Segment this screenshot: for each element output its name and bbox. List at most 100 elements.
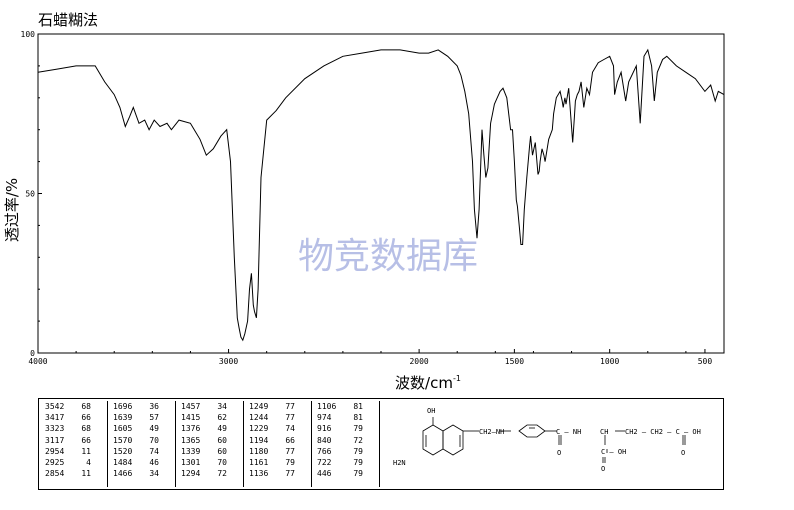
peak-transmittance: 72 [217,469,227,479]
peak-row: 2925 4 [39,457,107,468]
x-tick-label: 2000 [409,357,428,366]
peak-wavenumber: 1229 [249,424,269,434]
peak-row: 1466 34 [107,468,175,479]
benzene-ring [518,424,686,463]
peak-transmittance: 49 [149,424,159,434]
peak-transmittance: 66 [285,435,295,445]
peak-row: 3117 66 [39,435,107,446]
peak-row: 2854 11 [39,468,107,479]
peak-row: 1376 49 [175,423,243,434]
peak-wavenumber: 722 [317,458,332,468]
peak-wavenumber: 840 [317,435,332,445]
x-tick-label: 500 [698,357,713,366]
peak-wavenumber: 916 [317,424,332,434]
peak-transmittance: 79 [353,424,363,434]
peak-wavenumber: 1294 [181,469,201,479]
peak-row: 1229 74 [243,423,311,434]
peak-transmittance: 68 [81,424,91,434]
peak-transmittance: 77 [285,402,295,411]
peak-wavenumber: 1339 [181,446,201,456]
x-tick-label: 3000 [219,357,238,366]
peak-row: 722 79 [311,457,379,468]
peak-wavenumber: 2854 [45,469,65,479]
peak-row: 1136 77 [243,468,311,479]
peak-transmittance: 77 [285,413,295,423]
peak-transmittance: 60 [217,446,227,456]
peak-wavenumber: 1520 [113,446,133,456]
peak-wavenumber: 2954 [45,446,65,456]
peak-wavenumber: 1484 [113,458,133,468]
peak-row: 1339 60 [175,446,243,457]
peak-transmittance: 66 [81,435,91,445]
label-o2: O [601,465,605,473]
peak-wavenumber: 3117 [45,435,65,445]
peak-transmittance: 79 [353,446,363,456]
peak-row: 3323 68 [39,423,107,434]
peak-transmittance: 11 [81,446,91,456]
peak-transmittance: 62 [217,413,227,423]
peak-transmittance: 66 [81,413,91,423]
peak-transmittance: 4 [86,458,91,468]
peak-wavenumber: 1161 [249,458,269,468]
watermark-text: 物竞数据库 [298,236,478,277]
label-cooh: C — OH [601,448,626,456]
peak-transmittance: 57 [149,413,159,423]
x-tick-label: 4000 [28,357,47,366]
peak-wavenumber: 1244 [249,413,269,423]
label-ch: CH [600,428,608,436]
peak-transmittance: 11 [81,469,91,479]
peak-transmittance: 36 [149,402,159,411]
label-o1: O [557,449,561,457]
peak-wavenumber: 3542 [45,402,65,411]
y-axis: 0 50 100 [21,30,42,358]
peak-row: 1457 34 [175,401,243,412]
peak-wavenumber: 1639 [113,413,133,423]
molecular-structure: OH H2N CH2—NH C — NH CH CH2 — CH2 — C — … [393,407,701,473]
peak-wavenumber: 766 [317,446,332,456]
peak-row: 3417 66 [39,412,107,423]
y-tick-label: 100 [21,30,36,39]
peak-wavenumber: 1605 [113,424,133,434]
peak-row: 1301 70 [175,457,243,468]
peak-row: 1415 62 [175,412,243,423]
peak-transmittance: 49 [217,424,227,434]
peak-wavenumber: 1570 [113,435,133,445]
peak-row: 1106 81 [311,401,379,412]
peak-wavenumber: 1136 [249,469,269,479]
peak-column: 3542 68 3417 66 3323 68 3117 66 2954 11 2925 4 2854 1… [39,401,108,487]
peak-transmittance: 68 [81,402,91,411]
peak-transmittance: 81 [353,402,363,411]
peak-wavenumber: 1194 [249,435,269,445]
peak-transmittance: 70 [149,435,159,445]
peak-transmittance: 34 [217,402,227,411]
peak-row: 974 81 [311,412,379,423]
peak-row: 1194 66 [243,435,311,446]
peak-wavenumber: 2925 [45,458,65,468]
label-c-nh: C — NH [556,428,581,436]
x-axis: 4000 3000 2000 1500 1000 500 [28,349,712,366]
peak-transmittance: 81 [353,413,363,423]
peak-row: 1520 74 [107,446,175,457]
spectrum-title: 石蜡糊法 [38,11,99,29]
x-tick-label: 1000 [600,357,619,366]
peak-row: 840 72 [311,435,379,446]
peak-row: 1244 77 [243,412,311,423]
x-axis-label: 波数/cm-1 [395,374,461,392]
peak-column: 1106 81 974 81 916 79 840 72 766 79 722 79 446 79 [311,401,380,487]
peak-row: 3542 68 [39,401,107,412]
y-tick-label: 50 [25,190,35,199]
peak-transmittance: 72 [353,435,363,445]
peak-row: 1605 49 [107,423,175,434]
peak-row: 2954 11 [39,446,107,457]
peak-row: 1294 72 [175,468,243,479]
peak-wavenumber: 1301 [181,458,201,468]
peak-row: 1639 57 [107,412,175,423]
label-oh-top: OH [427,407,435,415]
spectrum-line [37,48,725,342]
peak-transmittance: 79 [353,458,363,468]
peak-row: 1180 77 [243,446,311,457]
peak-transmittance: 74 [285,424,295,434]
x-tick-label: 1500 [505,357,524,366]
peak-transmittance: 46 [149,458,159,468]
peak-transmittance: 79 [353,469,363,479]
